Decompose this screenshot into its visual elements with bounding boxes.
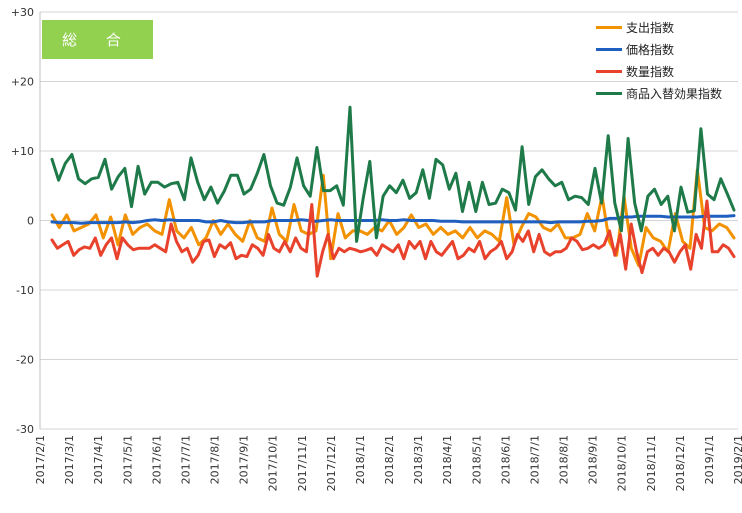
x-tick-label: 2018/7/1 [528, 435, 541, 484]
legend: 支出指数 価格指数 数量指数 商品入替効果指数 [596, 16, 722, 104]
x-tick-label: 2018/8/1 [558, 435, 571, 484]
legend-label: 支出指数 [626, 20, 675, 35]
legend-label: 数量指数 [626, 64, 675, 79]
y-tick-label: 0 [27, 215, 34, 228]
x-tick-label: 2019/2/1 [732, 435, 742, 484]
legend-swatch [596, 25, 622, 29]
legend-swatch [596, 91, 622, 95]
x-tick-label: 2017/4/1 [92, 435, 105, 484]
x-tick-label: 2018/1/1 [354, 435, 367, 484]
x-tick-label: 2018/3/1 [412, 435, 425, 484]
x-tick-label: 2017/5/1 [121, 435, 134, 484]
x-tick-label: 2018/6/1 [499, 435, 512, 484]
legend-item: 商品入替効果指数 [596, 82, 722, 104]
x-tick-label: 2018/5/1 [470, 435, 483, 484]
x-tick-label: 2019/1/1 [703, 435, 716, 484]
category-badge: 総 合 [42, 20, 153, 59]
y-tick-label: +10 [11, 145, 34, 158]
x-tick-label: 2017/9/1 [238, 435, 251, 484]
legend-item: 支出指数 [596, 16, 722, 38]
x-tick-label: 2018/11/1 [645, 435, 658, 491]
series-line [50, 214, 736, 225]
x-tick-label: 2017/6/1 [150, 435, 163, 484]
x-tick-label: 2018/2/1 [383, 435, 396, 484]
x-tick-label: 2018/12/1 [674, 435, 687, 491]
legend-swatch [596, 69, 622, 73]
y-tick-label: -10 [16, 284, 34, 297]
y-tick-label: +20 [11, 76, 34, 89]
series-line [50, 199, 736, 278]
x-tick-label: 2017/12/1 [325, 435, 338, 491]
y-tick-label: -30 [16, 423, 34, 436]
legend-item: 数量指数 [596, 60, 722, 82]
x-tick-label: 2018/9/1 [587, 435, 600, 484]
legend-swatch [596, 47, 622, 51]
x-tick-label: 2017/11/1 [296, 435, 309, 491]
legend-label: 商品入替効果指数 [626, 86, 723, 101]
series-line [50, 105, 736, 243]
y-tick-label: +30 [11, 6, 34, 19]
y-tick-label: -20 [16, 354, 34, 367]
legend-label: 価格指数 [626, 42, 675, 57]
x-tick-label: 2017/2/1 [34, 435, 47, 484]
x-tick-label: 2017/3/1 [63, 435, 76, 484]
x-tick-label: 2017/8/1 [209, 435, 222, 484]
x-tick-label: 2017/10/1 [267, 435, 280, 491]
x-tick-label: 2018/4/1 [441, 435, 454, 484]
x-tick-label: 2017/7/1 [179, 435, 192, 484]
legend-item: 価格指数 [596, 38, 722, 60]
x-tick-label: 2018/10/1 [616, 435, 629, 491]
